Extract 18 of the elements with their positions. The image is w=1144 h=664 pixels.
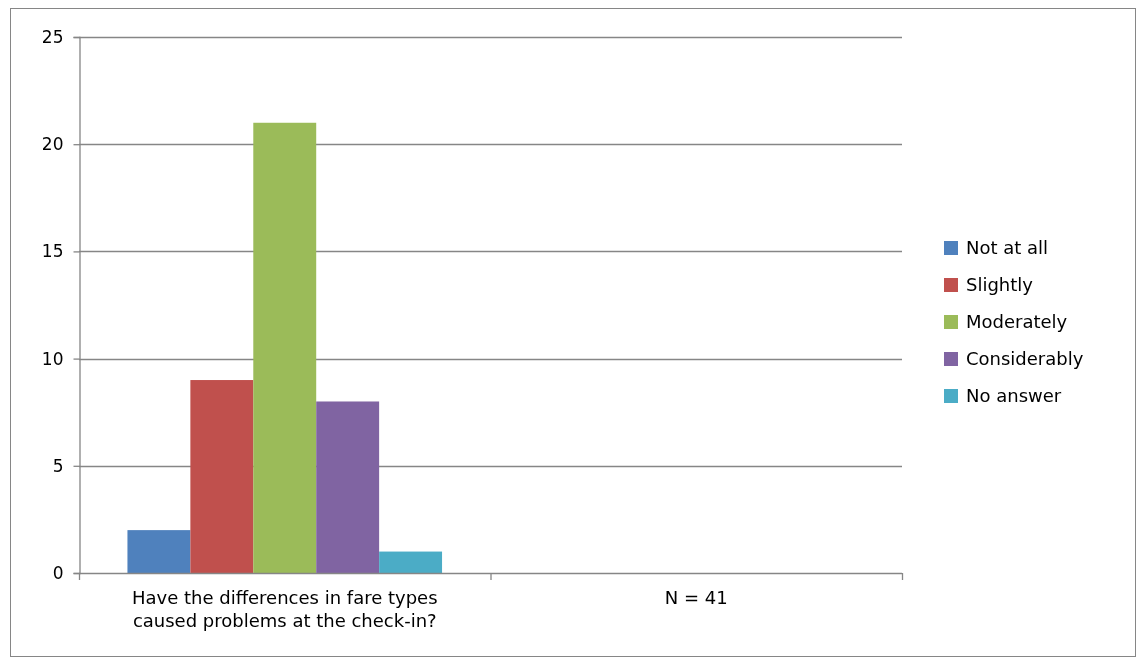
bar [127,530,191,573]
x-tick-label: N = 41 [664,587,728,608]
y-tick-label: 20 [41,134,64,155]
bar [379,551,443,573]
y-tick-label: 25 [41,26,64,47]
y-tick-label: 15 [41,241,64,262]
y-tick-label: 0 [52,562,64,583]
bar [316,401,380,573]
bar [190,380,254,573]
y-tick-label: 10 [41,348,64,369]
x-tick-label: Have the differences in fare types caused problems at the check-in? [131,587,438,632]
legend-label: Moderately [966,311,1068,333]
legend-label: No answer [966,385,1062,407]
bar [253,122,317,573]
y-tick-label: 5 [52,455,64,476]
legend-label: Slightly [966,274,1034,296]
legend-label: Not at all [966,237,1049,259]
legend-label: Considerably [966,348,1084,370]
